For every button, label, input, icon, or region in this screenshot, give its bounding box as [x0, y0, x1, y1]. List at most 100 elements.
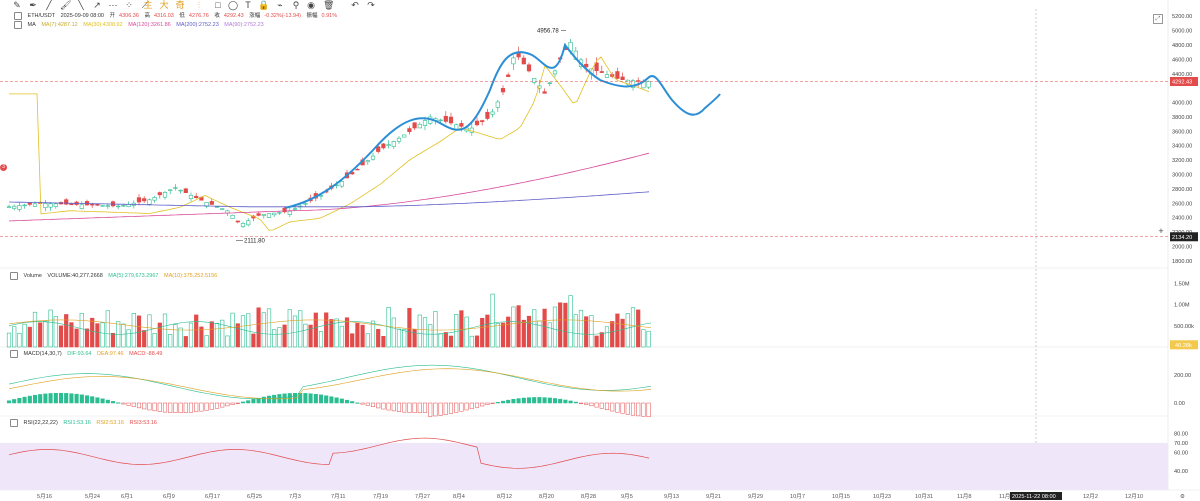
candle — [485, 111, 490, 119]
eye-icon[interactable]: ◉ — [307, 0, 315, 10]
macd-bar — [240, 401, 246, 404]
trash-icon[interactable]: 🗑 — [323, 0, 335, 10]
time-axis: 5月16 5月24 6月1 6月9 6月17 6月25 7月3 7月11 7月19 7月27 8月4… — [37, 492, 1143, 500]
time-tick: 8月28 — [581, 493, 596, 500]
candle — [355, 168, 360, 171]
candle — [365, 160, 370, 163]
candle-down-icon[interactable]: ⫶ — [181, 0, 185, 10]
candle — [474, 120, 480, 126]
volume-bar — [199, 326, 204, 348]
ellipse-icon[interactable]: ◯ — [228, 0, 239, 10]
volume-bar — [339, 325, 344, 348]
brush-icon[interactable]: 🖌 — [60, 0, 72, 10]
macd-bar — [53, 393, 58, 404]
volume-bar — [261, 312, 266, 348]
candle — [220, 208, 225, 210]
candle-datetime: 2025-09-09 08:00 — [60, 13, 104, 20]
layout-option-3[interactable]: 奇 — [175, 0, 185, 10]
rsi-tick: 80.00 — [1174, 431, 1188, 437]
volume-bar — [230, 312, 235, 348]
ma200-line — [8, 191, 650, 208]
close-label: 收 — [214, 13, 220, 20]
candle-neutral-icon[interactable]: ⫶ — [197, 0, 201, 10]
volume-bar — [495, 322, 500, 348]
macd-tick: 200.00 — [1174, 373, 1191, 379]
volume-bar — [214, 322, 220, 348]
time-tick: 10月7 — [790, 493, 805, 500]
low-annotation: 2111.80 — [244, 238, 265, 244]
redo-icon[interactable]: ↷ — [367, 0, 375, 10]
text-icon[interactable]: T — [245, 0, 251, 10]
volume-bar — [79, 312, 84, 348]
volume-bar — [142, 330, 147, 348]
line-icon[interactable]: ╲ — [78, 0, 84, 10]
macd-bar — [79, 394, 84, 404]
macd-bar — [157, 402, 162, 412]
candle — [620, 76, 625, 81]
macd-bar — [480, 402, 485, 407]
macd-bar — [407, 402, 412, 413]
last-price-badge — [1170, 76, 1198, 86]
time-tick: 5月16 — [37, 493, 52, 500]
trend-icon[interactable]: ⟋ — [141, 0, 149, 10]
pencil-icon[interactable]: ✎ — [13, 0, 21, 10]
macd-bar — [100, 398, 105, 404]
volume-bar — [69, 322, 74, 348]
macd-bar — [329, 396, 334, 404]
macd-bar — [131, 402, 136, 407]
visibility-icon[interactable] — [10, 272, 18, 280]
macd-bar — [636, 402, 641, 417]
visibility-icon[interactable] — [14, 12, 22, 20]
ray-icon[interactable]: ↗ — [93, 0, 101, 10]
dotted-grid-icon[interactable]: ⋯ — [108, 0, 118, 10]
change-value: -0.32%(-13.94) — [264, 13, 301, 20]
macd-bar — [552, 398, 558, 404]
macd-bar — [615, 402, 620, 413]
macd-bar — [225, 402, 230, 407]
dots-icon[interactable]: ⁘ — [125, 0, 133, 10]
macd-bar — [84, 395, 90, 404]
price-tick: 5200.00 — [1172, 14, 1192, 20]
time-tick: 9月21 — [706, 493, 721, 500]
macd-bar — [152, 402, 157, 412]
candle — [147, 199, 152, 205]
candle — [168, 189, 173, 191]
macd-bar — [474, 402, 480, 408]
volume-bar — [402, 328, 407, 348]
undo-icon[interactable]: ↶ — [351, 0, 359, 10]
macd-bar — [365, 402, 370, 406]
visibility-icon[interactable] — [14, 21, 22, 29]
macd-bar — [495, 401, 500, 404]
macd-bar — [542, 397, 547, 404]
macd-bar — [204, 402, 209, 411]
visibility-icon[interactable] — [10, 419, 18, 427]
candle — [469, 127, 474, 133]
volume-bar — [469, 335, 474, 348]
square-icon[interactable]: □ — [215, 0, 221, 10]
candle — [142, 198, 147, 202]
volume-bar — [292, 315, 298, 348]
visibility-icon[interactable] — [10, 350, 18, 358]
magnet-icon[interactable]: ⌁ — [277, 0, 283, 10]
candle-up-icon[interactable]: ⫶ — [165, 0, 169, 10]
candle — [630, 80, 636, 88]
fullscreen-icon[interactable]: ⤢ — [1153, 14, 1163, 24]
macd-bar — [214, 402, 220, 409]
pen-icon[interactable]: ✒ — [29, 0, 37, 10]
macd-bar — [168, 402, 173, 413]
ma30-value: MA(30):4308.92 — [83, 22, 123, 29]
lock-icon[interactable]: 🔒 — [258, 0, 270, 10]
volume-bar — [308, 324, 313, 348]
layout-option-1[interactable]: 主 — [143, 0, 153, 10]
crosshair-time-label: 2025-11-22 08:00 — [1012, 494, 1056, 500]
macd-bar — [6, 400, 12, 404]
volume-bar — [438, 333, 443, 348]
filter-icon[interactable]: ⚲ — [292, 0, 300, 10]
candle — [157, 192, 162, 196]
layout-option-2[interactable]: 大 — [159, 0, 169, 10]
ruler-icon[interactable]: ╱ — [46, 0, 52, 10]
alert-badge[interactable]: 3 — [0, 164, 7, 171]
ma120-value: MA(120):3261.86 — [128, 22, 171, 29]
add-alert-icon[interactable]: + — [1158, 226, 1164, 236]
